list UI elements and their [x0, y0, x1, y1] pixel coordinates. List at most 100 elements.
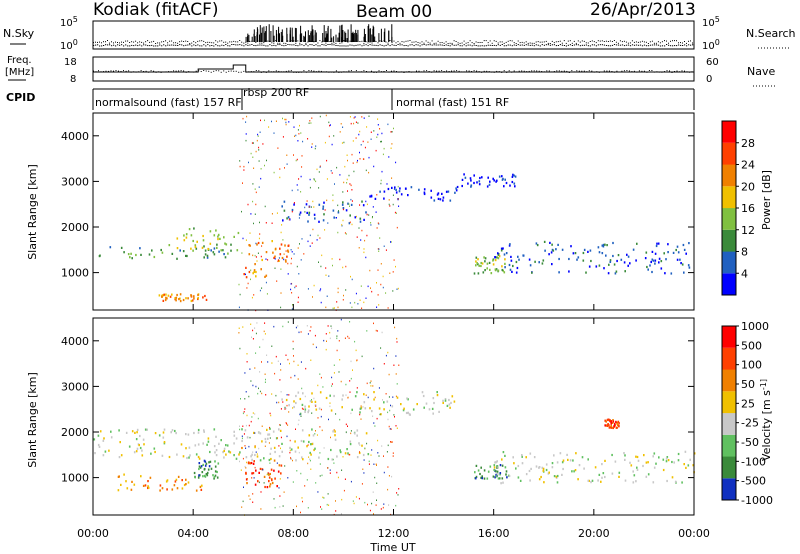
- data-cell: [493, 466, 496, 469]
- nsearch-point: [523, 44, 525, 46]
- data-cell: [311, 392, 313, 395]
- data-cell: [589, 249, 592, 252]
- data-cell: [167, 294, 170, 297]
- noise-cell: [249, 232, 251, 234]
- data-cell: [477, 272, 480, 275]
- noise-cell: [253, 294, 255, 296]
- nsearch-point: [529, 44, 531, 46]
- data-cell: [305, 203, 308, 206]
- data-cell: [265, 274, 268, 277]
- data-cell: [151, 249, 153, 252]
- nsky-point: [133, 41, 135, 43]
- data-cell: [549, 241, 551, 244]
- nsky-tick-top: 105: [60, 15, 78, 29]
- noise-cell: [380, 263, 382, 265]
- data-cell: [282, 219, 284, 222]
- noise-cell: [337, 204, 339, 207]
- noise-cell: [341, 225, 343, 227]
- nsky-point: [335, 42, 337, 44]
- noise-cell: [263, 330, 265, 333]
- noise-cell: [317, 491, 319, 493]
- data-cell: [118, 429, 120, 432]
- colorbar-tick-label: 1000: [741, 320, 769, 333]
- data-cell: [496, 256, 498, 259]
- noise-cell: [327, 467, 329, 469]
- noise-cell: [306, 479, 308, 481]
- data-cell: [605, 254, 607, 257]
- data-cell: [287, 244, 290, 247]
- data-cell: [325, 396, 328, 400]
- freq-point: [651, 70, 653, 71]
- data-cell: [332, 209, 335, 212]
- nsky-point: [627, 42, 629, 44]
- nsky-point: [499, 41, 501, 43]
- data-cell: [428, 408, 431, 411]
- data-cell: [197, 428, 200, 432]
- data-cell: [370, 195, 373, 198]
- noise-cell: [255, 150, 257, 153]
- nsearch-point: [541, 44, 543, 46]
- data-cell: [253, 431, 255, 434]
- data-cell: [191, 299, 194, 302]
- noise-cell: [395, 355, 397, 357]
- noise-cell: [319, 115, 321, 118]
- noise-cell: [254, 213, 256, 215]
- data-cell: [134, 431, 136, 434]
- data-cell: [203, 256, 205, 259]
- noise-cell: [269, 437, 271, 439]
- data-cell: [213, 477, 215, 480]
- noise-cell: [260, 508, 262, 510]
- nsky-point: [631, 40, 633, 42]
- data-cell: [436, 394, 439, 397]
- data-cell: [551, 466, 554, 469]
- data-cell: [330, 448, 332, 452]
- data-cell: [448, 398, 450, 402]
- data-cell: [511, 175, 514, 178]
- noise-cell: [315, 405, 317, 407]
- noise-cell: [387, 307, 389, 309]
- nsearch-point: [690, 44, 692, 46]
- noise-cell: [238, 283, 240, 286]
- noise-cell: [319, 165, 321, 167]
- data-cell: [674, 480, 677, 483]
- data-cell: [154, 450, 156, 454]
- data-cell: [176, 487, 179, 490]
- data-cell: [176, 257, 178, 260]
- data-cell: [272, 430, 275, 433]
- noise-cell: [387, 444, 389, 447]
- noise-cell: [253, 222, 254, 225]
- freq-point: [268, 70, 270, 72]
- data-cell: [264, 437, 267, 441]
- data-cell: [403, 407, 405, 410]
- colorbar-segment: [722, 478, 736, 501]
- data-cell: [287, 250, 290, 253]
- data-cell: [206, 471, 209, 474]
- noise-cell: [250, 213, 252, 215]
- noise-cell: [287, 273, 289, 275]
- data-cell: [484, 260, 486, 263]
- data-cell: [178, 298, 180, 301]
- noise-cell: [373, 513, 374, 515]
- data-cell: [450, 401, 452, 404]
- nsearch-point: [263, 44, 265, 46]
- data-cell: [273, 459, 276, 462]
- noise-cell: [286, 404, 288, 407]
- noise-cell: [259, 346, 261, 348]
- data-cell: [495, 470, 497, 473]
- nsearch-point: [519, 44, 521, 46]
- data-cell: [256, 455, 259, 458]
- noise-cell: [259, 289, 261, 292]
- noise-cell: [280, 292, 282, 294]
- nsky-point: [611, 41, 613, 42]
- noise-cell: [315, 346, 317, 349]
- noise-cell: [349, 380, 351, 382]
- noise-cell: [342, 456, 344, 458]
- data-cell: [685, 466, 687, 469]
- noise-cell: [307, 333, 309, 335]
- noise-cell: [319, 452, 321, 454]
- nsearch-point: [589, 45, 591, 47]
- nsky-point: [333, 42, 335, 44]
- nsky-point: [211, 42, 213, 44]
- data-cell: [273, 469, 275, 472]
- nsky-point: [99, 41, 100, 43]
